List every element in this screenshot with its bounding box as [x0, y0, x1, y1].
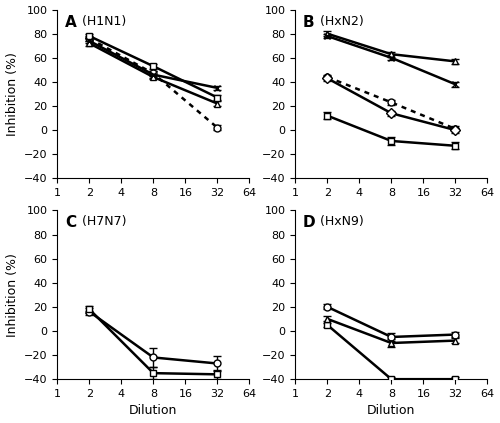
Text: (H7N7): (H7N7)	[78, 215, 127, 228]
Text: D: D	[303, 215, 316, 231]
Y-axis label: Inhibition (%): Inhibition (%)	[6, 253, 18, 337]
Text: (H1N1): (H1N1)	[78, 15, 126, 27]
Text: B: B	[303, 15, 314, 30]
Text: (HxN2): (HxN2)	[316, 15, 364, 27]
Text: A: A	[65, 15, 77, 30]
Y-axis label: Inhibition (%): Inhibition (%)	[6, 52, 18, 136]
Text: (HxN9): (HxN9)	[316, 215, 364, 228]
Text: C: C	[65, 215, 76, 231]
X-axis label: Dilution: Dilution	[129, 404, 178, 418]
X-axis label: Dilution: Dilution	[367, 404, 416, 418]
